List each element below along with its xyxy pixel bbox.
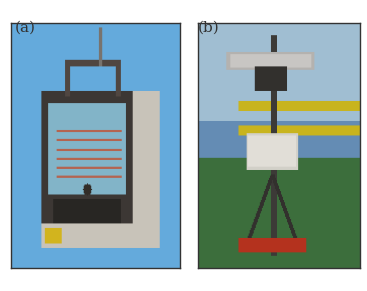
Text: (b): (b)	[198, 20, 220, 34]
Text: (a): (a)	[15, 20, 36, 34]
